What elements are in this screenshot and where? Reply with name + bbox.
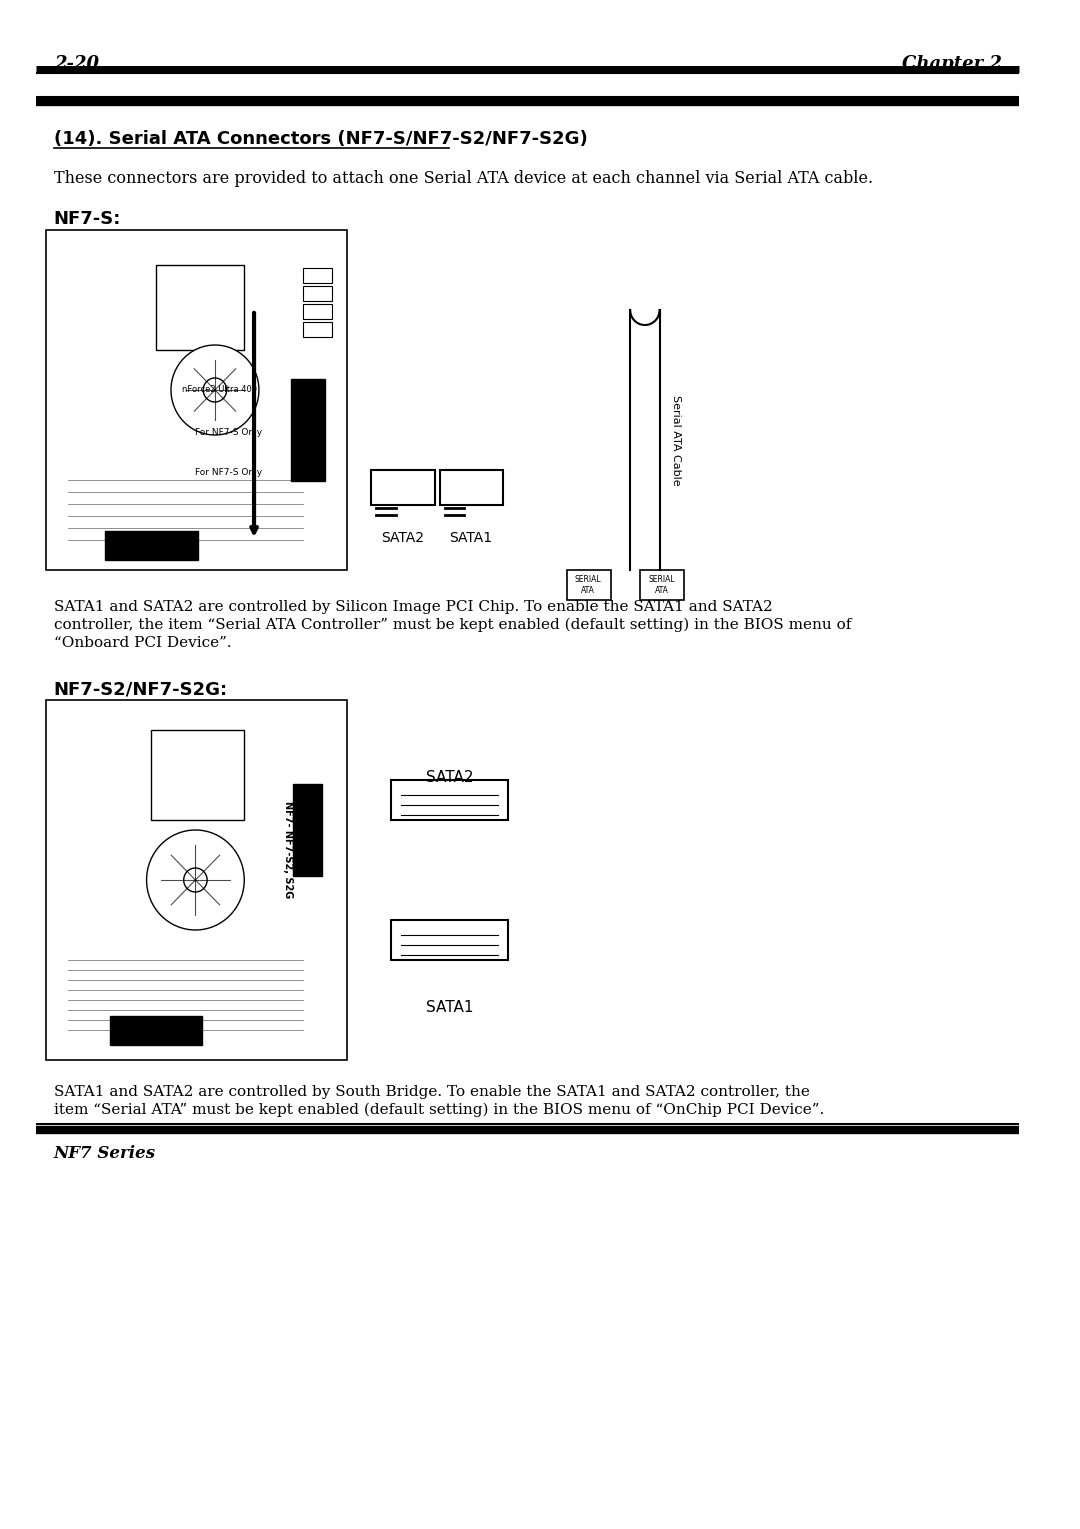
Text: SERIAL
ATA: SERIAL ATA xyxy=(648,575,675,595)
Text: SATA1: SATA1 xyxy=(112,1018,200,1041)
Text: SATA1: SATA1 xyxy=(294,382,322,479)
Text: SATA2: SATA2 xyxy=(296,786,320,873)
Text: nForce2 Ultra 400: nForce2 Ultra 400 xyxy=(183,385,257,394)
Text: Serial ATA Cable: Serial ATA Cable xyxy=(671,394,681,485)
Bar xyxy=(302,268,333,283)
Text: SATA2: SATA2 xyxy=(108,534,195,557)
Text: SATA1: SATA1 xyxy=(426,1000,473,1015)
Text: (14). Serial ATA Connectors (NF7-S/NF7-S2/NF7-S2G): (14). Serial ATA Connectors (NF7-S/NF7-S… xyxy=(54,130,588,148)
Bar xyxy=(157,265,244,350)
Text: SATA2: SATA2 xyxy=(381,531,424,544)
Text: NF7-S2/NF7-S2G:: NF7-S2/NF7-S2G: xyxy=(54,680,228,699)
Text: For NF7-S Only: For NF7-S Only xyxy=(195,468,262,477)
Text: SERIAL
ATA: SERIAL ATA xyxy=(575,575,602,595)
Text: SATA1 and SATA2 are controlled by Silicon Image PCI Chip. To enable the SATA1 an: SATA1 and SATA2 are controlled by Silico… xyxy=(54,599,772,615)
Text: “Onboard PCI Device”.: “Onboard PCI Device”. xyxy=(54,636,231,650)
Text: NF7 Series: NF7 Series xyxy=(54,1145,156,1162)
Bar xyxy=(391,920,508,960)
Bar xyxy=(151,729,244,820)
Bar xyxy=(640,570,684,599)
Bar xyxy=(440,469,503,505)
Text: NF7-S:: NF7-S: xyxy=(54,209,121,228)
Bar xyxy=(372,469,435,505)
Text: For NF7-S Only: For NF7-S Only xyxy=(195,428,262,437)
Bar xyxy=(567,570,610,599)
Text: NF7- NF7-S2, S2G: NF7- NF7-S2, S2G xyxy=(283,801,294,899)
Text: Chapter 2: Chapter 2 xyxy=(902,55,1001,73)
Bar xyxy=(391,780,508,820)
Text: controller, the item “Serial ATA Controller” must be kept enabled (default setti: controller, the item “Serial ATA Control… xyxy=(54,618,851,633)
Text: SATA1: SATA1 xyxy=(449,531,492,544)
Text: These connectors are provided to attach one Serial ATA device at each channel vi: These connectors are provided to attach … xyxy=(54,170,873,187)
Text: item “Serial ATA” must be kept enabled (default setting) in the BIOS menu of “On: item “Serial ATA” must be kept enabled (… xyxy=(54,1102,824,1118)
Circle shape xyxy=(203,378,227,402)
Text: 2-20: 2-20 xyxy=(54,55,98,73)
Text: SATA1 and SATA2 are controlled by South Bridge. To enable the SATA1 and SATA2 co: SATA1 and SATA2 are controlled by South … xyxy=(54,1086,810,1099)
Bar xyxy=(302,286,333,301)
Bar xyxy=(46,229,347,570)
Circle shape xyxy=(171,346,259,434)
Text: SATA2: SATA2 xyxy=(426,771,473,784)
Circle shape xyxy=(184,868,207,891)
Bar xyxy=(302,323,333,336)
Bar xyxy=(46,700,347,1060)
Bar xyxy=(302,304,333,320)
Circle shape xyxy=(147,830,244,930)
